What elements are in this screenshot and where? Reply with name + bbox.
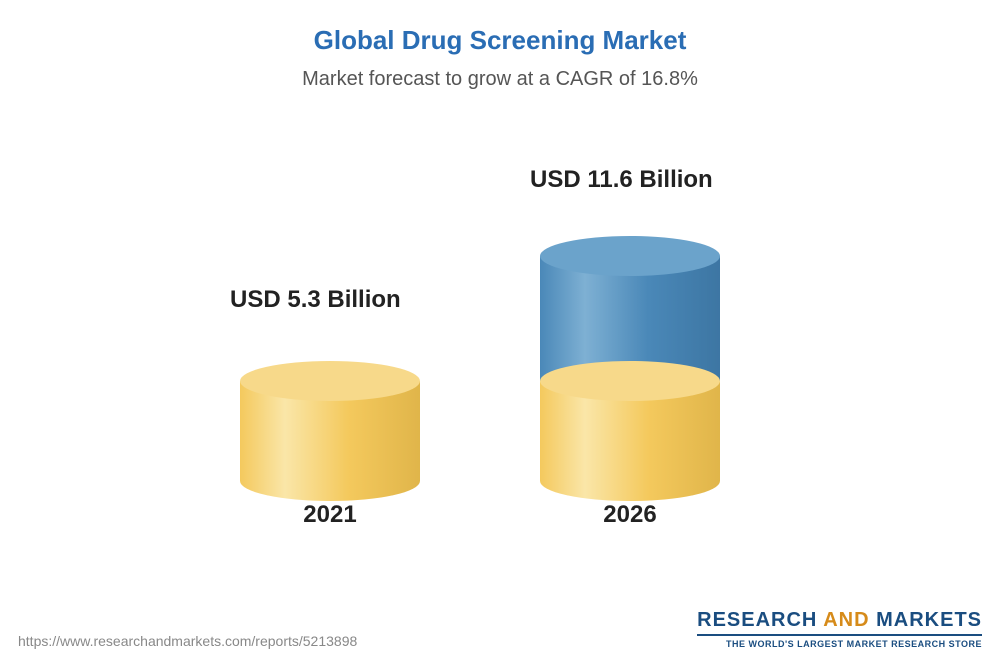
logo-word-1: RESEARCH [697, 609, 817, 631]
footer: https://www.researchandmarkets.com/repor… [18, 609, 982, 649]
value-label: USD 5.3 Billion [230, 286, 401, 314]
logo-word-3: MARKETS [876, 609, 982, 631]
cylinder-top [540, 361, 720, 401]
cylinder-segment [540, 361, 720, 481]
value-label: USD 11.6 Billion [530, 166, 713, 194]
chart-subtitle: Market forecast to grow at a CAGR of 16.… [0, 56, 1000, 91]
logo-tagline: THE WORLD'S LARGEST MARKET RESEARCH STOR… [697, 634, 982, 649]
chart-title: Global Drug Screening Market [0, 0, 1000, 56]
brand-logo: RESEARCH AND MARKETS THE WORLD'S LARGEST… [697, 609, 982, 649]
chart-area: USD 5.3 Billion 2021 USD 11.6 Billion 2026 [150, 111, 850, 531]
source-url: https://www.researchandmarkets.com/repor… [18, 633, 357, 649]
year-label: 2021 [240, 501, 420, 529]
cylinder-top [540, 236, 720, 276]
cylinder-top [240, 361, 420, 401]
logo-text: RESEARCH AND MARKETS [697, 609, 982, 632]
logo-word-2: AND [823, 609, 869, 631]
cylinder-segment [540, 236, 720, 381]
cylinder-segment [240, 361, 420, 481]
year-label: 2026 [540, 501, 720, 529]
